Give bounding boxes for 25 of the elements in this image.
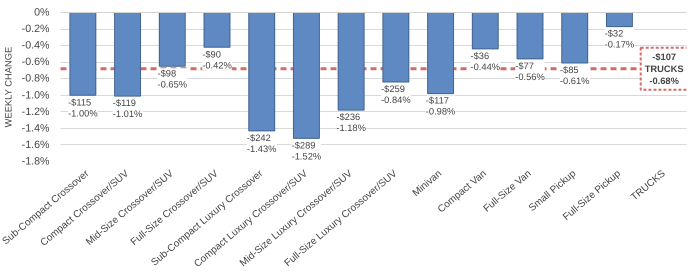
y-tick-label: -0.2% [22, 23, 50, 36]
data-label: -$119 -1.01% [112, 98, 142, 120]
y-tick-label: 0% [34, 6, 50, 18]
data-label: -$242 -1.43% [246, 132, 276, 154]
data-label: -$36 -0.44% [470, 50, 500, 72]
y-tick-label: -1.0% [22, 89, 50, 102]
data-label: -$289 -1.52% [292, 140, 322, 162]
y-tick-label: -1.6% [22, 138, 50, 151]
data-label: -$98 -0.65% [158, 68, 188, 90]
y-axis-title: WEEKLY CHANGE [4, 46, 14, 128]
y-tick-label: -0.8% [22, 72, 50, 85]
ref-line-label: -$107 TRUCKS -0.68% [644, 52, 684, 86]
y-tick-label: -1.2% [22, 106, 50, 118]
data-label: -$77 -0.56% [515, 60, 545, 82]
data-label: -$115 -1.00% [68, 97, 98, 118]
data-label: -$90 -0.42% [202, 49, 232, 70]
y-tick-label: -0.4% [22, 40, 50, 52]
data-label: -$259 -0.84% [381, 84, 411, 106]
y-tick-label: -1.4% [22, 122, 50, 134]
data-label: -$117 -0.98% [426, 96, 456, 117]
y-tick-label: -0.6% [22, 56, 50, 68]
data-label: -$32 -0.17% [604, 28, 634, 50]
data-label: -$236 -1.18% [336, 112, 366, 134]
data-label: -$85 -0.61% [560, 64, 590, 86]
y-tick-label: -1.8% [22, 156, 50, 168]
